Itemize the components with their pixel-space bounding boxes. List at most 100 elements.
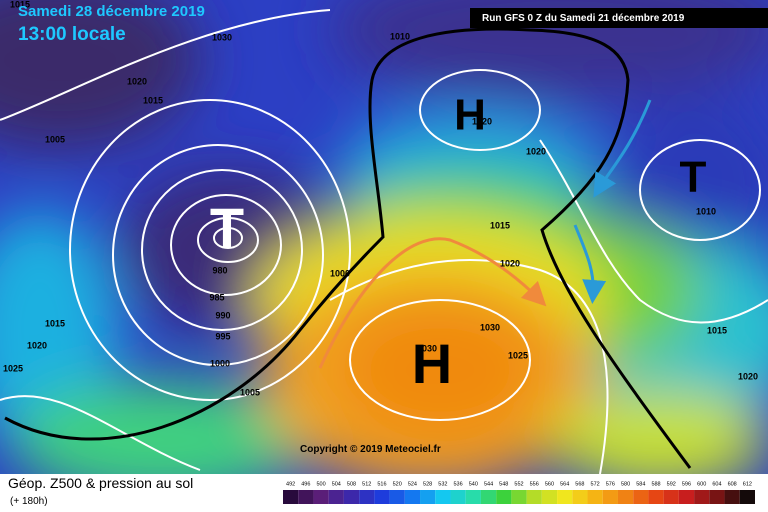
run-info: Run GFS 0 Z du Samedi 21 décembre 2019 xyxy=(482,13,685,24)
isobar-label: 1020 xyxy=(738,371,758,381)
scale-swatch xyxy=(709,490,725,504)
isobar-label: 1020 xyxy=(526,146,546,156)
scale-label: 500 xyxy=(316,481,325,487)
scale-label: 552 xyxy=(514,481,523,487)
isobar-label: 1030 xyxy=(417,343,437,353)
pressure-system: T xyxy=(680,153,707,202)
scale-label: 592 xyxy=(667,481,676,487)
scale-label: 560 xyxy=(545,481,554,487)
scale-label: 608 xyxy=(728,481,737,487)
pressure-system: H xyxy=(412,332,452,395)
scale-swatch xyxy=(313,490,329,504)
scale-label: 588 xyxy=(651,481,660,487)
isobar-label: 1015 xyxy=(45,318,65,328)
isobar-label: 1015 xyxy=(707,325,727,335)
isobar-label: 1000 xyxy=(330,268,350,278)
scale-swatch xyxy=(404,490,421,504)
scale-label: 584 xyxy=(636,481,645,487)
pressure-system: T xyxy=(210,196,244,259)
isobar-label: 1015 xyxy=(490,220,510,230)
flow-arrow xyxy=(573,224,607,304)
scale-label: 492 xyxy=(286,481,295,487)
isobar-label: 1020 xyxy=(27,340,47,350)
scale-swatch xyxy=(328,490,344,504)
scale-swatch xyxy=(572,490,588,504)
scale-label: 508 xyxy=(347,481,356,487)
isobar-label: 1010 xyxy=(696,206,716,216)
scale-label: 516 xyxy=(377,481,386,487)
scale-label: 548 xyxy=(499,481,508,487)
flow-arrow xyxy=(593,99,652,198)
isobar-label: 1025 xyxy=(508,350,528,360)
scale-swatch xyxy=(617,490,634,504)
scale-swatch xyxy=(359,490,375,504)
scale-label: 568 xyxy=(575,481,584,487)
isobar-label: 1025 xyxy=(3,363,23,373)
isobar-label: 1010 xyxy=(390,31,410,41)
copyright: Copyright © 2019 Meteociel.fr xyxy=(300,444,441,455)
forecast-time: 13:00 locale xyxy=(18,24,126,45)
scale-swatch xyxy=(283,490,299,504)
isobar-label: 1015 xyxy=(143,95,163,105)
scale-swatch xyxy=(435,490,451,504)
scale-label: 580 xyxy=(621,481,630,487)
scale-label: 556 xyxy=(530,481,539,487)
scale-swatch xyxy=(450,490,466,504)
legend-title: Géop. Z500 & pression au sol xyxy=(8,475,193,491)
scale-swatch xyxy=(465,490,481,504)
isobar-label: 995 xyxy=(215,331,230,341)
scale-label: 520 xyxy=(393,481,402,487)
geopotential-field: 1015 1030 1010 1020 1015 1020 1005 1020 1015 980 9… xyxy=(0,0,768,474)
scale-label: 600 xyxy=(697,481,706,487)
scale-label: 576 xyxy=(606,481,615,487)
scale-swatch xyxy=(389,490,405,504)
run-box xyxy=(470,8,768,28)
scale-swatch xyxy=(420,490,436,504)
lead-time: (+ 180h) xyxy=(10,496,48,507)
isobar-label: 1005 xyxy=(45,134,65,144)
flow-arrow xyxy=(318,237,547,369)
scale-label: 612 xyxy=(743,481,752,487)
isobar-label: 1030 xyxy=(212,32,232,42)
scale-label: 572 xyxy=(591,481,600,487)
scale-swatch xyxy=(648,490,664,504)
isobar-label: 1005 xyxy=(240,387,260,397)
forecast-date: Samedi 28 décembre 2019 xyxy=(18,3,205,20)
isobar-label: 990 xyxy=(215,310,230,320)
scale-swatch xyxy=(526,490,542,504)
scale-swatch xyxy=(343,490,360,504)
scale-label: 528 xyxy=(423,481,432,487)
scale-swatch xyxy=(298,490,314,504)
scale-label: 596 xyxy=(682,481,691,487)
scale-label: 564 xyxy=(560,481,569,487)
isobar-label: 985 xyxy=(209,292,224,302)
scale-swatch xyxy=(480,490,497,504)
scale-label: 532 xyxy=(438,481,447,487)
scale-label: 496 xyxy=(301,481,310,487)
scale-label: 544 xyxy=(484,481,493,487)
scale-label: 540 xyxy=(469,481,478,487)
scale-swatch xyxy=(541,490,558,504)
scale-swatch xyxy=(663,490,679,504)
fronts xyxy=(4,27,692,469)
isobar-label: 980 xyxy=(212,265,227,275)
pressure-system: H xyxy=(454,91,486,140)
scale-swatch xyxy=(724,490,740,504)
scale-swatch xyxy=(374,490,390,504)
isobar-label: 1020 xyxy=(127,76,147,86)
isobar-label: 1020 xyxy=(472,116,492,126)
scale-swatch xyxy=(587,490,603,504)
scale-label: 512 xyxy=(362,481,371,487)
isobar-label: 1015 xyxy=(10,0,30,9)
scale-label: 504 xyxy=(332,481,341,487)
isobars xyxy=(0,9,768,474)
scale-swatch xyxy=(602,490,618,504)
scale-label: 604 xyxy=(712,481,721,487)
scale-label: 524 xyxy=(408,481,417,487)
scale-swatch xyxy=(633,490,649,504)
isobar-label: 1030 xyxy=(480,322,500,332)
scale-swatch xyxy=(557,490,573,504)
scale-swatch xyxy=(678,490,695,504)
